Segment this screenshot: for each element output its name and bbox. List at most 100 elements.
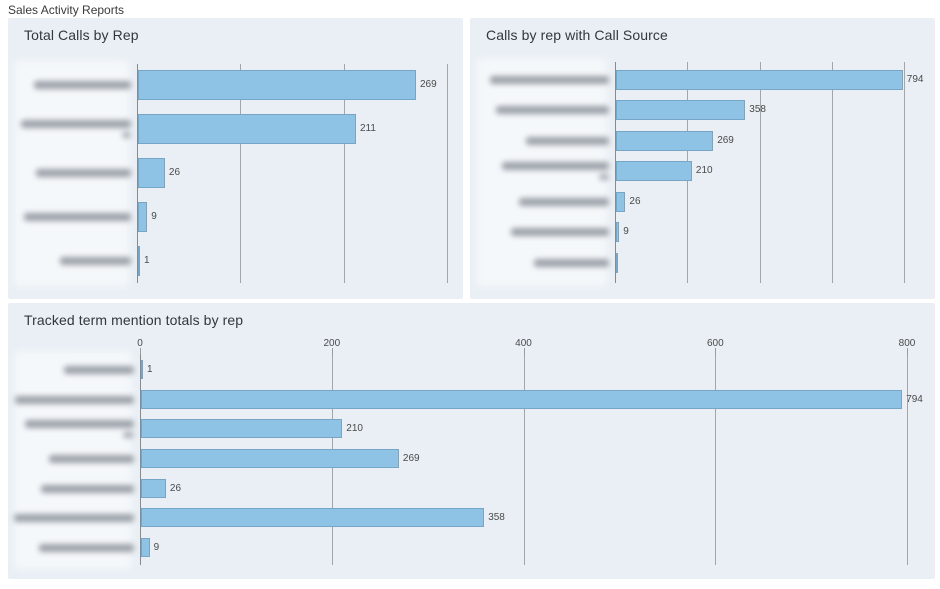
bar[interactable] — [141, 538, 150, 557]
redacted-text-blob — [39, 543, 134, 552]
category-label-redacted — [21, 120, 131, 138]
category-label-redacted — [49, 454, 134, 463]
redacted-text-blob — [21, 120, 131, 128]
category-label-haze — [476, 58, 607, 287]
gridline — [523, 355, 525, 565]
category-label-redacted — [15, 395, 134, 404]
redacted-text-blob — [526, 137, 609, 145]
bar[interactable] — [141, 479, 166, 498]
bar-value-label: 26 — [629, 196, 641, 207]
redacted-text-blob — [60, 257, 131, 265]
bar-value-label: 794 — [906, 74, 924, 85]
bar-value-label: 269 — [402, 452, 420, 464]
category-label-redacted — [60, 257, 131, 265]
bar-value-label: 211 — [360, 123, 376, 134]
gridline — [343, 64, 345, 283]
total-calls-by-rep-chart: 269 211 26 9 1 — [8, 18, 463, 299]
bar-value-label: 269 — [717, 135, 734, 146]
bar-value-label: 269 — [420, 79, 437, 90]
redacted-text-blob — [25, 419, 134, 428]
category-label-redacted — [490, 76, 609, 84]
redacted-text-blob — [15, 395, 134, 404]
category-label-redacted — [64, 365, 134, 374]
axis-zero-line — [615, 62, 616, 283]
category-label-redacted — [519, 198, 609, 206]
redacted-text-blob — [123, 431, 134, 438]
redacted-text-blob — [496, 106, 609, 114]
bar-value-label: 9 — [153, 541, 160, 553]
category-label-redacted — [502, 162, 609, 180]
bar[interactable] — [138, 70, 416, 100]
bar[interactable] — [616, 161, 692, 181]
redacted-text-blob — [511, 228, 609, 236]
axis-zero-line — [140, 355, 141, 565]
redacted-text-blob — [519, 198, 609, 206]
bar[interactable] — [141, 390, 903, 409]
bar[interactable] — [141, 508, 485, 527]
chart-panel-calls-by-rep-with-call-source: Calls by rep with Call Source 794 358 269 2… — [470, 18, 935, 299]
bar[interactable] — [616, 100, 746, 120]
gridline — [447, 64, 448, 283]
bar[interactable] — [138, 158, 165, 188]
redacted-text-blob — [24, 213, 131, 221]
bar[interactable] — [138, 114, 356, 144]
page-title: Sales Activity Reports — [8, 3, 125, 17]
bar[interactable] — [138, 202, 148, 232]
x-axis-tick-label: 0 — [137, 338, 143, 349]
bar-value-label: 26 — [168, 167, 181, 178]
category-label-redacted — [41, 484, 134, 493]
bar[interactable] — [616, 70, 903, 90]
bar[interactable] — [616, 131, 714, 151]
bar-value-label: 1 — [144, 255, 150, 266]
redacted-text-blob — [122, 132, 131, 138]
x-axis-tick-label: 200 — [323, 338, 341, 349]
redacted-text-blob — [64, 365, 134, 374]
category-label-redacted — [526, 137, 609, 145]
bar-value-label: 1 — [147, 363, 153, 375]
redacted-text-blob — [34, 81, 131, 89]
bar-value-label: 9 — [151, 211, 157, 222]
calls-by-rep-with-call-source-chart: 794 358 269 210 26 9 — [470, 18, 935, 299]
chart-title-total-calls-by-rep: Total Calls by Rep — [24, 27, 139, 43]
category-label-redacted — [39, 543, 134, 552]
bar[interactable] — [138, 246, 140, 276]
bar[interactable] — [141, 360, 143, 379]
bar[interactable] — [616, 222, 620, 242]
redacted-text-blob — [534, 259, 609, 267]
redacted-text-blob — [41, 484, 134, 493]
redacted-text-blob — [49, 454, 134, 463]
x-axis-tick-mark — [331, 348, 333, 355]
chart-panel-total-calls-by-rep: Total Calls by Rep 269 211 26 9 1 — [8, 18, 463, 299]
redacted-text-blob — [36, 169, 131, 177]
bar-value-label: 26 — [169, 482, 182, 494]
chart-title-calls-by-rep-with-call-source: Calls by rep with Call Source — [486, 27, 668, 43]
redacted-text-blob — [502, 162, 609, 170]
axis-zero-line — [137, 64, 138, 283]
chart-panel-tracked-term-mentions: Tracked term mention totals by rep 0 200 4… — [8, 303, 935, 579]
bar-value-label: 794 — [906, 393, 923, 405]
x-axis-tick-mark — [907, 348, 908, 355]
gridline — [904, 62, 905, 283]
bar[interactable] — [616, 253, 618, 273]
bar[interactable] — [141, 449, 399, 468]
x-axis-tick-mark — [715, 348, 717, 355]
bar[interactable] — [616, 192, 626, 212]
category-label-redacted — [24, 213, 131, 221]
chart-title-tracked-term-mentions: Tracked term mention totals by rep — [24, 312, 244, 328]
bar[interactable] — [141, 419, 343, 438]
bar-value-label: 358 — [749, 104, 766, 115]
x-axis-tick-mark — [523, 348, 525, 355]
bar-value-label: 210 — [695, 165, 713, 176]
gridline — [715, 355, 717, 565]
category-label-redacted — [14, 513, 134, 522]
tracked-term-mentions-chart: 0 200 400 600 800 1 794 210 269 26 358 9 — [8, 303, 935, 579]
category-label-redacted — [36, 169, 131, 177]
category-label-redacted — [34, 81, 131, 89]
bar-value-label: 210 — [346, 422, 363, 434]
category-label-redacted — [534, 259, 609, 267]
category-label-redacted — [511, 228, 609, 236]
redacted-text-blob — [490, 76, 609, 84]
redacted-text-blob — [599, 174, 609, 180]
gridline — [759, 62, 761, 283]
redacted-text-blob — [14, 513, 134, 522]
